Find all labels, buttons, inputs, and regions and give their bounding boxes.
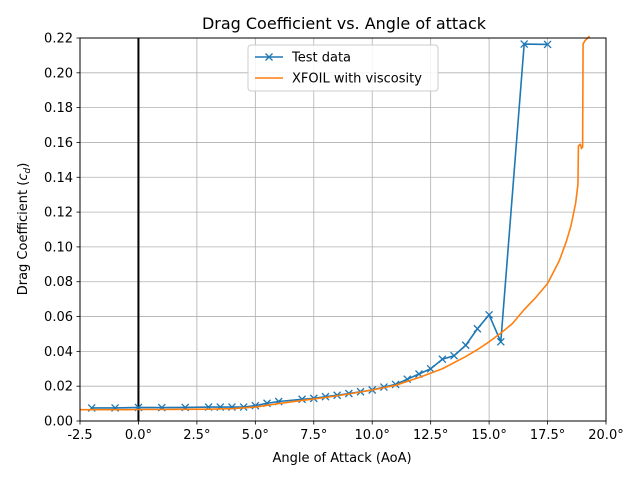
series-2 (80, 35, 591, 411)
data-point-marker (520, 40, 529, 49)
legend-label: XFOIL with viscosity (292, 72, 422, 87)
x-tick-label: 15.0° (471, 428, 506, 443)
y-axis-label-suffix: ) (16, 163, 31, 168)
x-tick-label: 2.5° (183, 428, 210, 443)
y-tick-label: 0.08 (44, 275, 73, 290)
legend-label: Test data (291, 51, 351, 66)
data-point-marker (321, 392, 330, 401)
y-tick-label: 0.04 (44, 345, 73, 360)
data-point-marker (438, 355, 447, 364)
y-axis-label-symbol: c (16, 174, 31, 181)
data-point-marker (473, 324, 482, 333)
y-axis-label-prefix: Drag Coefficient ( (16, 181, 31, 296)
x-axis-label: Angle of Attack (AoA) (272, 451, 411, 466)
x-tick-label: 20.0° (588, 428, 623, 443)
x-tick-label: 5.0° (242, 428, 269, 443)
data-point-marker (391, 380, 400, 389)
legend-swatch-marker (265, 53, 273, 61)
x-tick-label: 12.5° (413, 428, 448, 443)
legend-box (247, 44, 439, 92)
plot-frame (79, 37, 607, 422)
data-point-marker (426, 364, 435, 373)
x-tick-label: 0.0° (125, 428, 152, 443)
y-tick-label: 0.06 (44, 310, 73, 325)
y-tick-label: 0.16 (44, 136, 73, 151)
y-tick-label: 0.02 (44, 380, 73, 395)
legend: Test data XFOIL with viscosity (247, 44, 439, 92)
y-axis-label-subscript: d (23, 168, 33, 174)
y-tick-label: 0.14 (44, 171, 73, 186)
y-tick-label: 0.20 (44, 66, 73, 81)
chart-title: Drag Coefficient vs. Angle of attack (202, 14, 487, 33)
ticks: -2.5 0.0° 2.5° 5.0° 7.5° 10.0° 12.5° 15.0° 17.5°… (44, 32, 624, 444)
x-tick-label: 17.5° (530, 428, 565, 443)
y-tick-label: 0.22 (44, 32, 73, 47)
y-tick-label: 0.10 (44, 240, 73, 255)
x-tick-label: 7.5° (300, 428, 327, 443)
data-point-marker (485, 310, 494, 319)
y-tick-label: 0.18 (44, 101, 73, 116)
data-point-marker (543, 40, 552, 49)
data-point-marker (450, 351, 459, 360)
data-point-marker (496, 337, 505, 346)
x-tick-label: 10.0° (354, 428, 389, 443)
series-group (80, 35, 591, 412)
y-tick-label: 0.00 (44, 415, 73, 430)
series-line (80, 35, 591, 411)
data-point-marker (461, 341, 470, 350)
x-tick-label: -2.5 (67, 428, 92, 443)
y-tick-label: 0.12 (44, 206, 73, 221)
y-axis-label: Drag Coefficient (cd) (16, 163, 33, 296)
